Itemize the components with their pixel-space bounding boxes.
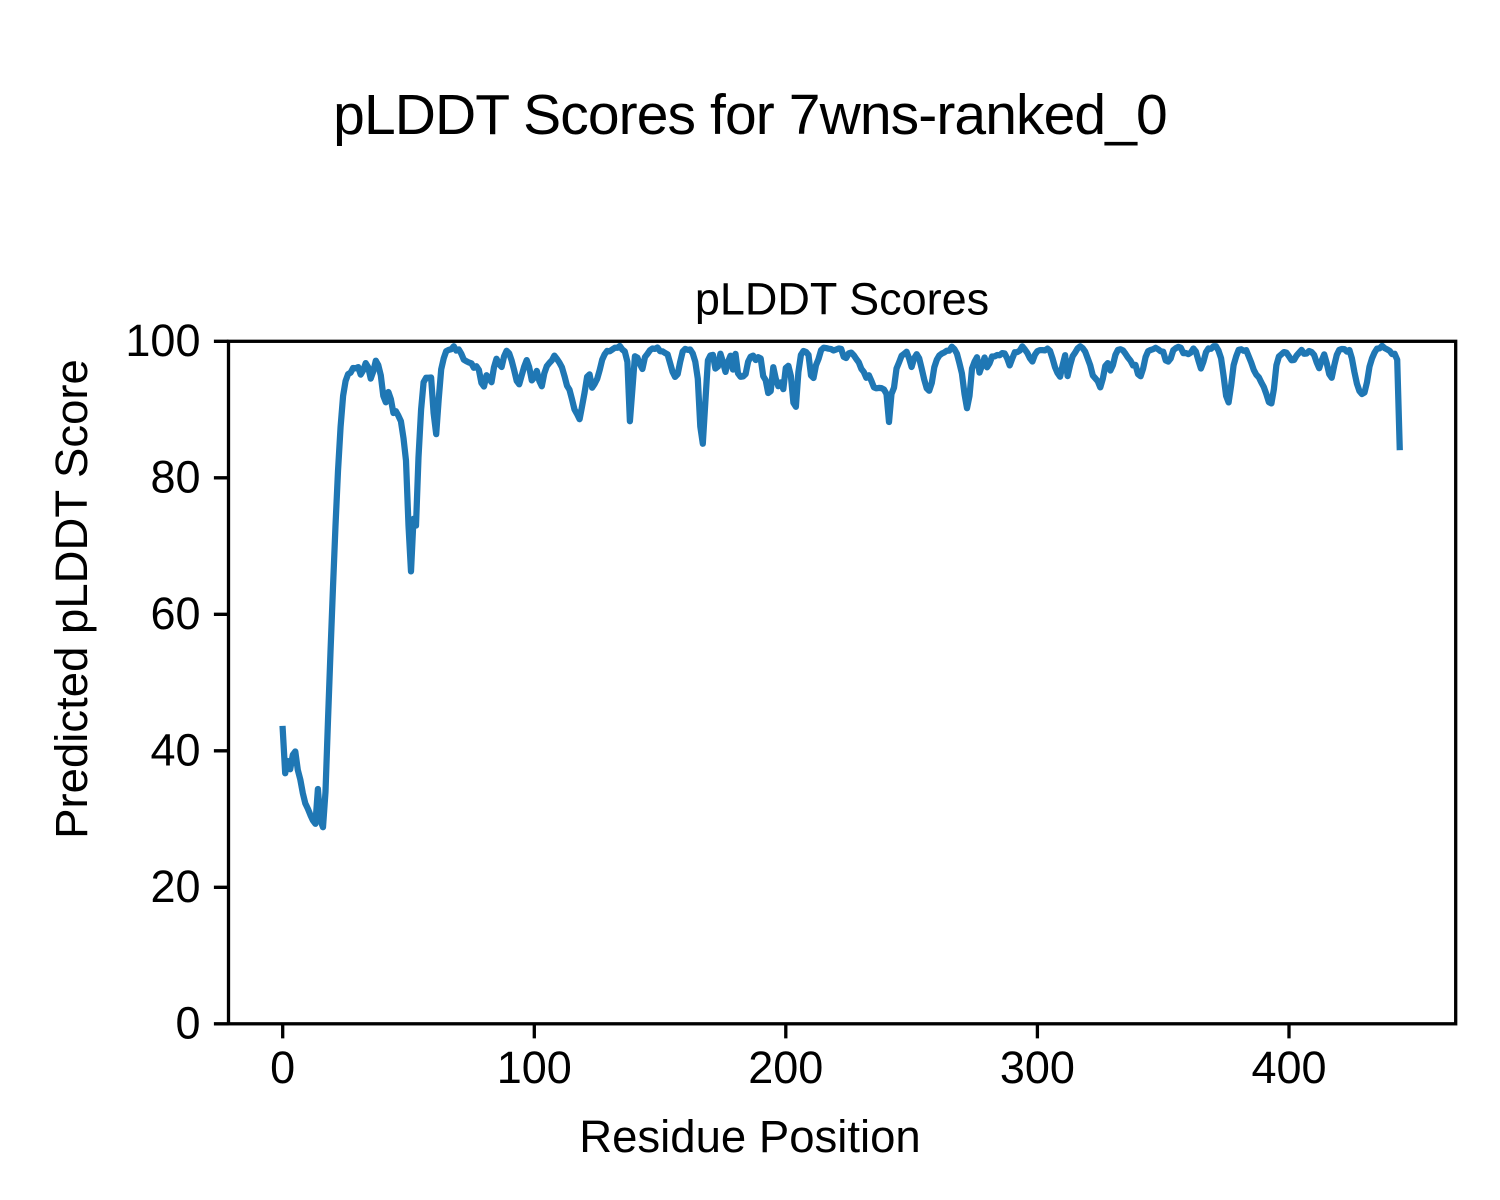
svg-text:Residue Position: Residue Position (579, 1111, 920, 1162)
svg-text:pLDDT Scores for 7wns-ranked_0: pLDDT Scores for 7wns-ranked_0 (333, 83, 1167, 147)
svg-text:80: 80 (150, 451, 200, 502)
svg-text:200: 200 (748, 1042, 823, 1093)
svg-text:300: 300 (1000, 1042, 1075, 1093)
svg-text:0: 0 (175, 997, 200, 1048)
svg-text:40: 40 (150, 724, 200, 775)
svg-text:60: 60 (150, 588, 200, 639)
svg-text:20: 20 (150, 861, 200, 912)
svg-text:pLDDT Scores: pLDDT Scores (695, 274, 989, 325)
svg-text:Predicted pLDDT Score: Predicted pLDDT Score (46, 359, 97, 839)
svg-text:100: 100 (125, 315, 200, 366)
svg-text:400: 400 (1251, 1042, 1326, 1093)
svg-text:100: 100 (497, 1042, 572, 1093)
svg-text:0: 0 (270, 1042, 295, 1093)
